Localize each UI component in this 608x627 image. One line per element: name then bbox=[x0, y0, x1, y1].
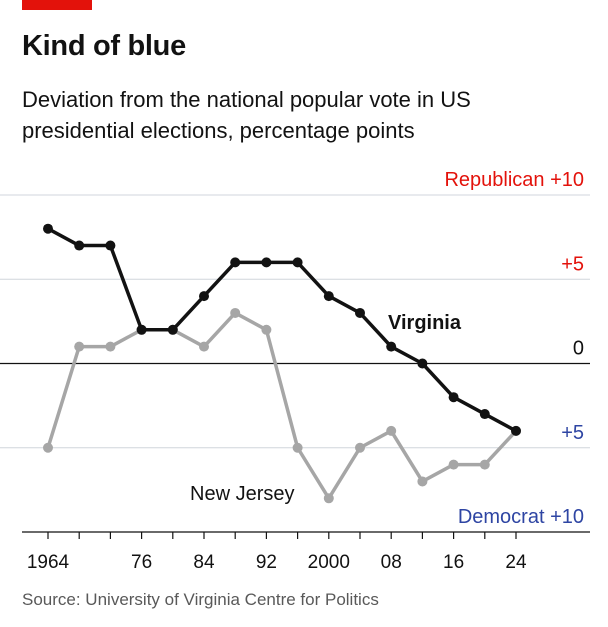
virginia-point bbox=[105, 240, 116, 251]
virginia-point bbox=[479, 409, 490, 420]
virginia-point bbox=[292, 257, 303, 268]
x-tick-label: 24 bbox=[505, 552, 527, 573]
series-label-new-jersey: New Jersey bbox=[190, 483, 294, 505]
new-jersey-point bbox=[448, 459, 459, 470]
x-tick-label: 2000 bbox=[308, 552, 350, 573]
virginia-point bbox=[323, 291, 334, 302]
new-jersey-point bbox=[417, 476, 428, 487]
new-jersey-point bbox=[479, 459, 490, 470]
new-jersey-point bbox=[43, 442, 53, 453]
virginia-point bbox=[261, 257, 272, 268]
y-axis-label: +5 bbox=[561, 253, 584, 275]
new-jersey-line bbox=[46, 311, 518, 501]
new-jersey-point bbox=[105, 341, 116, 352]
virginia-point bbox=[167, 324, 178, 335]
virginia-point bbox=[74, 240, 85, 251]
virginia-point bbox=[43, 223, 53, 234]
new-jersey-point bbox=[355, 442, 365, 453]
virginia-line bbox=[47, 227, 517, 433]
x-tick-label: 84 bbox=[193, 552, 215, 573]
x-tick-label: 08 bbox=[381, 552, 402, 573]
new-jersey-point bbox=[261, 324, 272, 335]
y-axis-label: Republican +10 bbox=[444, 169, 584, 191]
x-tick-label: 1964 bbox=[27, 552, 70, 573]
new-jersey-point bbox=[323, 493, 334, 504]
source-note: Source: University of Virginia Centre fo… bbox=[22, 590, 379, 609]
new-jersey-point bbox=[230, 307, 241, 318]
y-axis-label: +5 bbox=[561, 422, 584, 444]
virginia-point bbox=[448, 392, 459, 403]
series-label-virginia: Virginia bbox=[388, 312, 462, 334]
virginia-point bbox=[199, 291, 209, 302]
virginia-point bbox=[386, 341, 397, 352]
new-jersey-point bbox=[386, 425, 397, 436]
x-tick-label: 76 bbox=[131, 552, 152, 573]
x-tick-label: 16 bbox=[443, 552, 464, 573]
x-tick-label: 92 bbox=[256, 552, 277, 573]
chart-title: Kind of blue bbox=[22, 30, 186, 62]
new-jersey-point bbox=[74, 341, 85, 352]
new-jersey-point bbox=[292, 442, 303, 453]
accent-bar bbox=[22, 0, 92, 10]
virginia-point bbox=[355, 307, 365, 318]
virginia-point bbox=[230, 257, 241, 268]
new-jersey-point bbox=[199, 341, 209, 352]
virginia-point bbox=[511, 425, 521, 436]
y-axis-label: Democrat +10 bbox=[458, 506, 584, 528]
virginia-point bbox=[136, 324, 147, 335]
chart-subtitle: Deviation from the national popular vote… bbox=[22, 87, 471, 143]
y-axis-label: 0 bbox=[573, 338, 584, 360]
virginia-point bbox=[417, 358, 428, 369]
